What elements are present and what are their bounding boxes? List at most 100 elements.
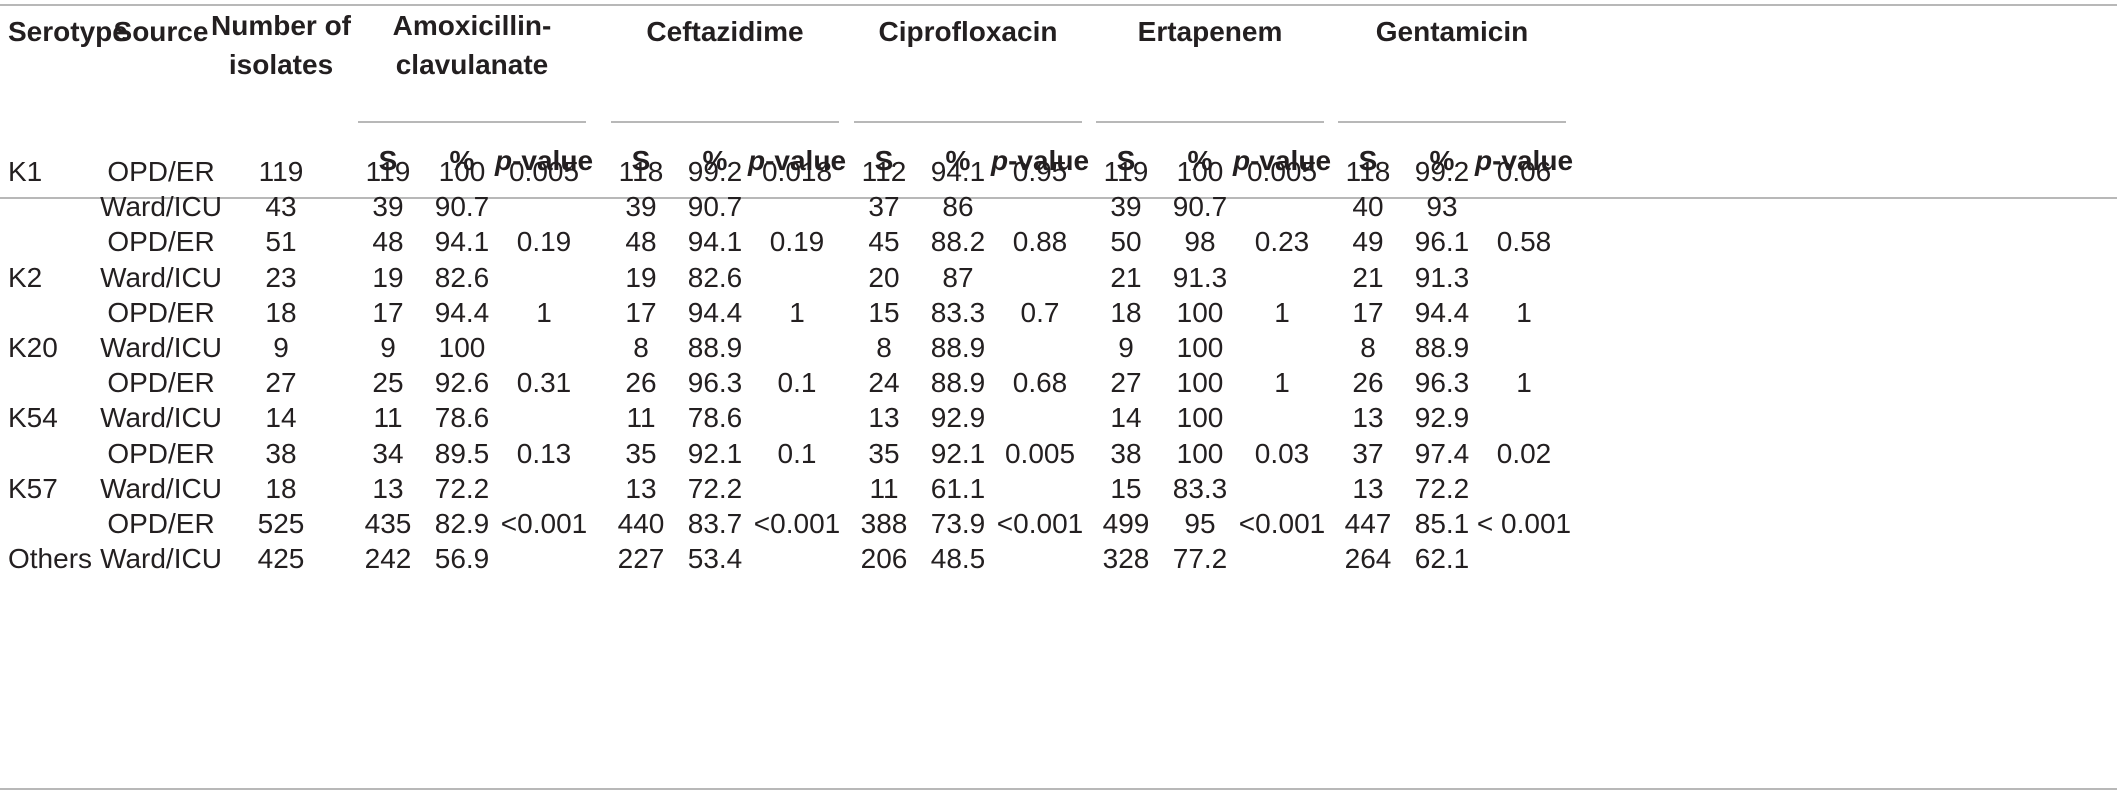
subheader-percent: % bbox=[449, 145, 475, 176]
cell-p-value: 1 bbox=[789, 296, 805, 328]
header-number-of-isolates: Number of isolates bbox=[211, 10, 351, 80]
cell-p-value: 1 bbox=[1516, 367, 1532, 399]
cell-percent: 98 bbox=[1184, 226, 1216, 258]
cell-s: 37 bbox=[1352, 437, 1384, 469]
cell-percent: 92.1 bbox=[687, 437, 743, 469]
cell-percent: 100 bbox=[438, 332, 486, 363]
cell-s: 8 bbox=[1360, 332, 1376, 363]
cell-percent: 99.2 bbox=[687, 156, 743, 187]
cell-s: 26 bbox=[625, 367, 657, 399]
top-rule bbox=[0, 4, 2117, 6]
cell-percent: 87 bbox=[942, 261, 974, 293]
cell-p-value: 1 bbox=[1516, 296, 1532, 328]
cell-s: 13 bbox=[868, 402, 900, 434]
cell-percent: 56.9 bbox=[434, 543, 490, 575]
cell-number-of-isolates: 43 bbox=[265, 191, 297, 223]
cell-s: 35 bbox=[868, 437, 900, 469]
cell-percent: 99.2 bbox=[1414, 156, 1470, 187]
cell-percent: 91.3 bbox=[1414, 261, 1470, 293]
subheader-s: S bbox=[874, 145, 894, 176]
group-rule bbox=[358, 121, 586, 123]
cell-s: 118 bbox=[618, 156, 664, 187]
cell-number-of-isolates: 23 bbox=[265, 261, 297, 293]
cell-p-value: 0.58 bbox=[1496, 226, 1552, 258]
subheader-p-value: p-value bbox=[1232, 145, 1332, 176]
cell-s: 13 bbox=[1352, 472, 1384, 504]
cell-p-value: 1 bbox=[536, 296, 552, 328]
cell-s: 440 bbox=[617, 508, 665, 539]
cell-percent: 83.7 bbox=[687, 508, 743, 539]
subheader-percent: % bbox=[945, 145, 971, 176]
cell-percent: 88.9 bbox=[930, 332, 986, 363]
header-drug-0: Amoxicillin-clavulanate bbox=[392, 10, 552, 80]
cell-s: 20 bbox=[868, 261, 900, 293]
cell-percent: 88.9 bbox=[930, 367, 986, 399]
cell-percent: 78.6 bbox=[687, 402, 743, 434]
cell-percent: 92.9 bbox=[930, 402, 986, 434]
subheader-s: S bbox=[631, 145, 651, 176]
cell-number-of-isolates: 9 bbox=[273, 332, 289, 363]
cell-p-value: 0.06 bbox=[1496, 156, 1552, 187]
cell-number-of-isolates: 119 bbox=[258, 156, 304, 187]
serotype-label: K57 bbox=[8, 472, 58, 504]
cell-percent: 94.1 bbox=[687, 226, 743, 258]
cell-source: OPD/ER bbox=[107, 226, 215, 258]
cell-percent: 100 bbox=[1176, 367, 1224, 399]
cell-percent: 90.7 bbox=[687, 191, 743, 223]
cell-s: 119 bbox=[1103, 156, 1149, 187]
cell-number-of-isolates: 51 bbox=[265, 226, 297, 258]
cell-p-value: 1 bbox=[1274, 367, 1290, 399]
cell-percent: 72.2 bbox=[1414, 472, 1470, 504]
cell-percent: 82.6 bbox=[687, 261, 743, 293]
cell-percent: 94.4 bbox=[687, 296, 743, 328]
cell-s: 13 bbox=[372, 472, 404, 504]
cell-s: 45 bbox=[868, 226, 900, 258]
serotype-label: K20 bbox=[8, 332, 58, 363]
cell-percent: 77.2 bbox=[1172, 543, 1228, 575]
subheader-p-value: p-value bbox=[494, 145, 594, 176]
cell-percent: 100 bbox=[1176, 296, 1224, 328]
cell-p-value: <0.001 bbox=[1238, 508, 1326, 539]
cell-s: 13 bbox=[1352, 402, 1384, 434]
cell-source: Ward/ICU bbox=[100, 472, 222, 504]
cell-percent: 82.9 bbox=[434, 508, 490, 539]
cell-percent: 94.4 bbox=[434, 296, 490, 328]
cell-p-value: <0.001 bbox=[500, 508, 588, 539]
cell-p-value: 0.005 bbox=[1246, 156, 1318, 187]
cell-number-of-isolates: 14 bbox=[265, 402, 297, 434]
cell-s: 19 bbox=[372, 261, 404, 293]
cell-percent: 72.2 bbox=[434, 472, 490, 504]
cell-percent: 100 bbox=[1176, 332, 1224, 363]
cell-s: 8 bbox=[633, 332, 649, 363]
cell-p-value: <0.001 bbox=[753, 508, 841, 539]
cell-percent: 90.7 bbox=[434, 191, 490, 223]
cell-s: 37 bbox=[868, 191, 900, 223]
cell-percent: 72.2 bbox=[687, 472, 743, 504]
cell-s: 39 bbox=[625, 191, 657, 223]
cell-s: 21 bbox=[1352, 261, 1384, 293]
cell-p-value: 0.03 bbox=[1254, 437, 1310, 469]
header-source: Source bbox=[113, 16, 209, 47]
cell-percent: 83.3 bbox=[930, 296, 986, 328]
cell-s: 48 bbox=[372, 226, 404, 258]
cell-number-of-isolates: 27 bbox=[265, 367, 297, 399]
cell-source: OPD/ER bbox=[107, 508, 215, 539]
subheader-percent: % bbox=[1429, 145, 1455, 176]
cell-s: 499 bbox=[1102, 508, 1150, 539]
serotype-label: K2 bbox=[8, 261, 43, 293]
cell-percent: 82.6 bbox=[434, 261, 490, 293]
group-rule bbox=[1096, 121, 1324, 123]
subheader-s: S bbox=[1358, 145, 1378, 176]
cell-percent: 100 bbox=[438, 156, 486, 187]
subheader-percent: % bbox=[1187, 145, 1213, 176]
cell-number-of-isolates: 38 bbox=[265, 437, 297, 469]
cell-percent: 96.3 bbox=[687, 367, 743, 399]
serotype-label: K54 bbox=[8, 402, 58, 434]
cell-s: 50 bbox=[1110, 226, 1142, 258]
cell-percent: 100 bbox=[1176, 156, 1224, 187]
cell-s: 242 bbox=[364, 543, 412, 575]
cell-s: 25 bbox=[372, 367, 404, 399]
cell-p-value: 0.23 bbox=[1254, 226, 1310, 258]
header-serotype: Serotype bbox=[8, 16, 128, 47]
cell-s: 227 bbox=[617, 543, 665, 575]
